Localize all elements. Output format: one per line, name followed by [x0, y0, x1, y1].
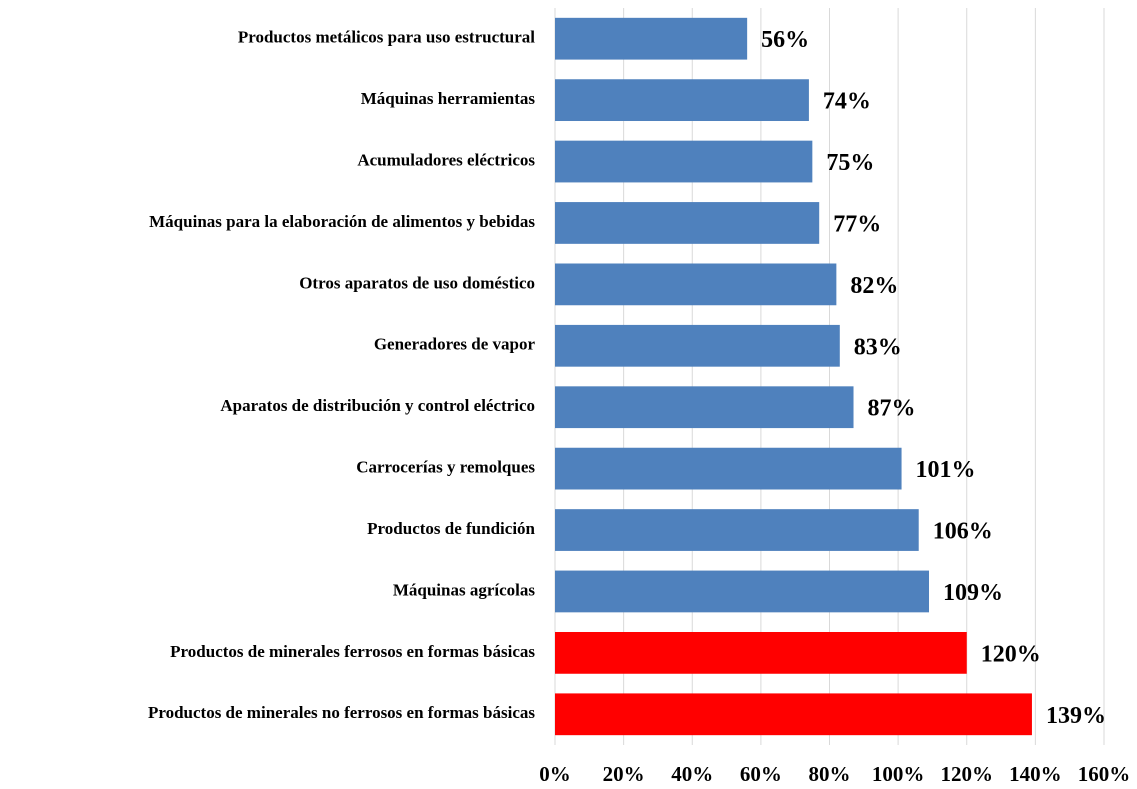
value-label: 82%	[850, 273, 898, 299]
value-label: 77%	[833, 211, 881, 237]
x-tick-label: 100%	[872, 762, 925, 786]
value-label: 74%	[823, 89, 871, 115]
bar	[555, 202, 820, 244]
bar	[555, 509, 919, 551]
bar	[555, 570, 930, 613]
y-tick-label: Carrocerías y remolques	[356, 458, 535, 477]
x-tick-label: 120%	[941, 762, 994, 786]
bar	[555, 324, 840, 367]
value-label: 87%	[868, 396, 916, 422]
y-tick-label: Máquinas para la elaboración de alimento…	[149, 212, 535, 231]
bar	[555, 631, 967, 674]
y-tick-label: Productos de fundición	[367, 519, 535, 538]
bar	[555, 693, 1032, 736]
value-label: 56%	[761, 27, 809, 53]
value-label: 106%	[933, 519, 993, 545]
value-label: 120%	[981, 641, 1041, 667]
y-tick-label: Productos de minerales no ferrosos en fo…	[148, 703, 535, 722]
y-tick-label: Máquinas agrícolas	[393, 580, 536, 599]
bar	[555, 263, 837, 306]
value-label: 101%	[916, 457, 976, 483]
x-tick-label: 160%	[1078, 762, 1131, 786]
x-tick-label: 140%	[1009, 762, 1062, 786]
y-tick-label: Acumuladores eléctricos	[357, 150, 535, 169]
y-tick-label: Productos metálicos para uso estructural	[238, 28, 535, 47]
x-tick-label: 40%	[671, 762, 713, 786]
y-tick-label: Generadores de vapor	[374, 335, 536, 354]
y-tick-label: Máquinas herramientas	[361, 89, 536, 108]
value-label: 139%	[1046, 703, 1106, 729]
bar	[555, 79, 809, 122]
x-tick-label: 60%	[740, 762, 782, 786]
bar	[555, 140, 813, 183]
y-tick-label: Aparatos de distribución y control eléct…	[220, 396, 535, 415]
x-tick-label: 20%	[603, 762, 645, 786]
x-tick-label: 80%	[809, 762, 851, 786]
bar	[555, 386, 854, 429]
value-label: 75%	[826, 150, 874, 176]
y-tick-label: Otros aparatos de uso doméstico	[299, 273, 535, 292]
bar	[555, 447, 902, 490]
x-tick-label: 0%	[539, 762, 571, 786]
bar	[555, 17, 748, 60]
value-label: 109%	[943, 580, 1003, 606]
y-tick-label: Productos de minerales ferrosos en forma…	[170, 642, 535, 661]
value-label: 83%	[854, 334, 902, 360]
